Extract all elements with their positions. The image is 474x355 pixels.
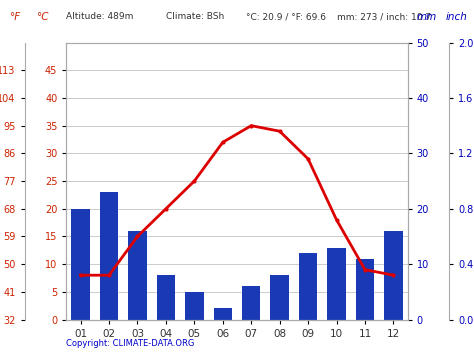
Text: inch: inch bbox=[446, 12, 467, 22]
Text: Climate: BSh: Climate: BSh bbox=[166, 12, 224, 21]
Text: Altitude: 489m: Altitude: 489m bbox=[66, 12, 134, 21]
Bar bbox=[185, 292, 203, 320]
Text: °C: °C bbox=[36, 12, 48, 22]
Text: Copyright: CLIMATE-DATA.ORG: Copyright: CLIMATE-DATA.ORG bbox=[66, 339, 195, 348]
Text: mm: mm bbox=[417, 12, 438, 22]
Bar bbox=[156, 275, 175, 320]
Bar bbox=[213, 308, 232, 320]
Bar bbox=[384, 231, 402, 320]
Text: °C: 20.9 / °F: 69.6: °C: 20.9 / °F: 69.6 bbox=[246, 12, 327, 21]
Bar bbox=[128, 231, 146, 320]
Bar bbox=[100, 192, 118, 320]
Text: °F: °F bbox=[9, 12, 21, 22]
Bar bbox=[270, 275, 289, 320]
Text: mm: 273 / inch: 10.7: mm: 273 / inch: 10.7 bbox=[337, 12, 431, 21]
Bar bbox=[299, 253, 317, 320]
Bar bbox=[356, 258, 374, 320]
Bar bbox=[242, 286, 260, 320]
Bar bbox=[71, 209, 90, 320]
Bar bbox=[327, 247, 346, 320]
